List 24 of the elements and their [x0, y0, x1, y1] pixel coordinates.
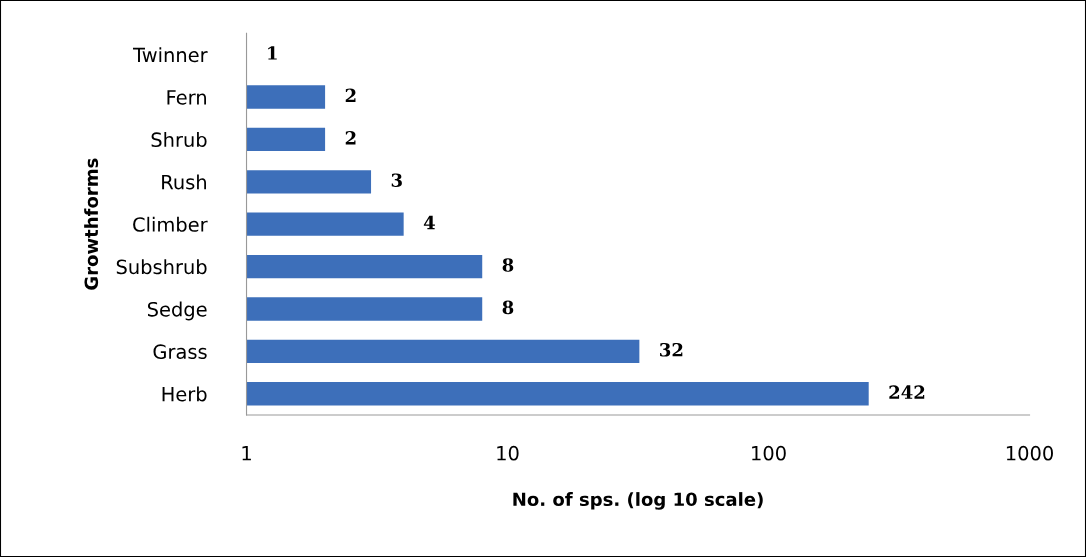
- y-tick-label: Subshrub: [116, 259, 207, 275]
- x-axis-title: No. of sps. (log 10 scale): [513, 492, 763, 510]
- x-tick-label: 1000: [1006, 445, 1053, 461]
- data-label: 3: [391, 173, 402, 188]
- data-label: 8: [502, 300, 514, 315]
- data-label: 242: [889, 385, 925, 399]
- y-axis-title: Growthforms: [84, 158, 99, 290]
- y-tick-label: Fern: [167, 90, 206, 105]
- data-label: 2: [345, 88, 356, 102]
- x-tick-label: 10: [497, 445, 519, 461]
- x-tick-label: 1: [242, 446, 251, 461]
- y-tick-label: Rush: [162, 174, 206, 190]
- y-tick-label: Twinner: [133, 47, 208, 63]
- data-label: 8: [502, 258, 514, 272]
- data-label: 4: [423, 215, 435, 230]
- y-tick-label: Herb: [162, 386, 207, 402]
- y-tick-label: Climber: [133, 216, 208, 232]
- y-tick-label: Sedge: [147, 301, 207, 321]
- data-label: 1: [268, 46, 277, 60]
- y-tick-label: Shrub: [151, 132, 207, 148]
- data-label: 2: [345, 130, 356, 145]
- x-tick-label: 100: [752, 445, 786, 461]
- data-label: 32: [660, 342, 683, 357]
- y-tick-label: Grass: [153, 344, 207, 360]
